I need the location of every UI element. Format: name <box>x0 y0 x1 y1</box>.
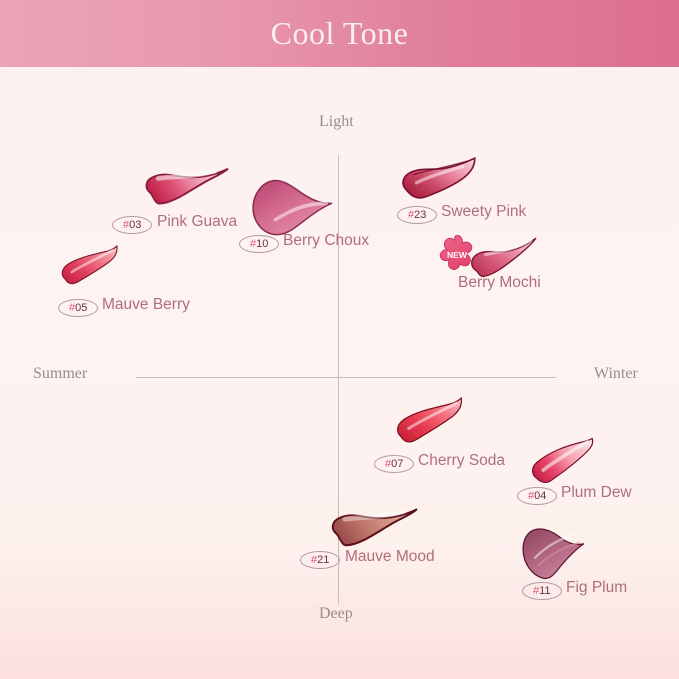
svg-text:NEW: NEW <box>447 250 468 260</box>
